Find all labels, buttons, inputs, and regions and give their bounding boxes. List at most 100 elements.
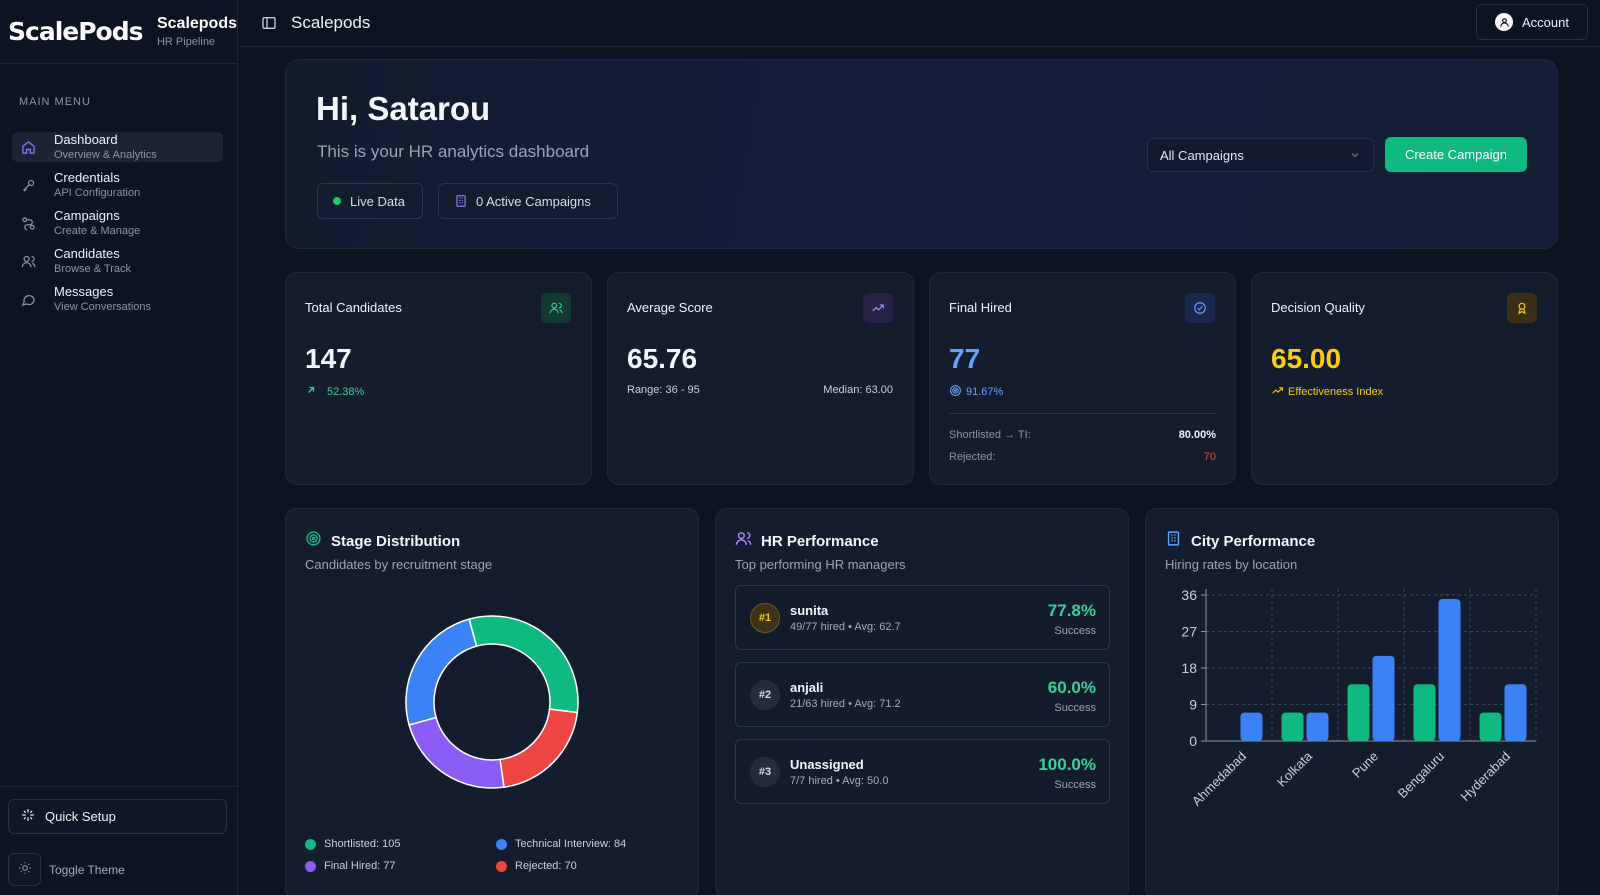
- trending-up-icon: [863, 293, 893, 323]
- target-icon: [305, 530, 322, 552]
- bar-bengaluru-blue[interactable]: [1438, 599, 1461, 741]
- live-dot-icon: [333, 197, 341, 205]
- hr-row[interactable]: #3 Unassigned 7/7 hired • Avg: 50.0 100.…: [735, 739, 1110, 804]
- topbar: Scalepods Account: [239, 0, 1600, 47]
- bar-bengaluru-green[interactable]: [1413, 684, 1436, 741]
- rank-badge: #2: [750, 680, 780, 710]
- stat-title: Decision Quality: [1271, 300, 1365, 315]
- rejected-label: Rejected:: [949, 451, 996, 463]
- stat-title: Total Candidates: [305, 300, 402, 315]
- hr-success-label: Success: [1054, 702, 1096, 714]
- sidebar-toggle-icon[interactable]: [261, 15, 277, 31]
- city-performance-panel: City Performance Hiring rates by locatio…: [1145, 508, 1559, 895]
- quick-setup-button[interactable]: Quick Setup: [8, 799, 227, 834]
- campaign-select[interactable]: All Campaigns: [1147, 138, 1374, 172]
- sidebar-item-sub: Create & Manage: [54, 225, 141, 238]
- hr-success-rate: 100.0%: [1038, 755, 1096, 774]
- hr-success-label: Success: [1054, 625, 1096, 637]
- stat-value: 77: [949, 343, 981, 374]
- sidebar-item-label: Dashboard: [54, 131, 118, 147]
- hr-row[interactable]: #2 anjali 21/63 hired • Avg: 71.2 60.0% …: [735, 662, 1110, 727]
- bar-kolkata-blue[interactable]: [1306, 712, 1329, 741]
- x-tick-label: Kolkata: [1274, 748, 1316, 790]
- donut-slice-final-hired[interactable]: [408, 716, 505, 789]
- stat-value: 65.76: [627, 343, 698, 374]
- bar-ahmedabad-blue[interactable]: [1240, 712, 1263, 741]
- route-icon: [20, 215, 36, 231]
- sidebar-item-dashboard[interactable]: Dashboard Overview & Analytics: [12, 132, 223, 162]
- users-icon: [20, 253, 36, 269]
- average-score-card: Average Score 65.76 Range: 36 - 95 Media…: [607, 272, 914, 485]
- donut-slice-shortlisted[interactable]: [468, 615, 579, 714]
- brand[interactable]: ScalePods Scalepods HR Pipeline: [0, 0, 237, 64]
- sidebar-item-label: Candidates: [54, 245, 120, 261]
- hr-row[interactable]: #1 sunita 49/77 hired • Avg: 62.7 77.8% …: [735, 585, 1110, 650]
- donut-slice-rejected[interactable]: [499, 708, 579, 789]
- brand-name: Scalepods: [156, 15, 237, 32]
- legend-label: Final Hired: 77: [324, 860, 396, 872]
- brand-subtitle: HR Pipeline: [156, 36, 216, 48]
- building-icon: [454, 194, 468, 208]
- y-tick-label: 18: [1181, 660, 1197, 676]
- sidebar-item-campaigns[interactable]: Campaigns Create & Manage: [12, 208, 223, 238]
- chevron-down-icon: [1349, 149, 1361, 161]
- key-icon: [20, 177, 36, 193]
- hr-success-rate: 77.8%: [1047, 601, 1096, 620]
- brand-logo: ScalePods: [8, 17, 143, 46]
- legend-item: Technical Interview: 84: [496, 838, 626, 850]
- sidebar-item-sub: View Conversations: [54, 301, 152, 314]
- hr-meta: 49/77 hired • Avg: 62.7: [790, 621, 901, 633]
- stat-value: 65.00: [1271, 343, 1342, 374]
- sidebar-item-messages[interactable]: Messages View Conversations: [12, 284, 223, 314]
- score-range: Range: 36 - 95: [627, 384, 700, 396]
- rejected-row: Rejected: 70: [949, 451, 1216, 463]
- legend-label: Shortlisted: 105: [324, 838, 401, 850]
- active-campaigns-label: 0 Active Campaigns: [476, 193, 591, 209]
- hr-performance-panel: HR Performance Top performing HR manager…: [715, 508, 1129, 895]
- legend-label: Rejected: 70: [515, 860, 577, 872]
- panel-title: City Performance: [1191, 532, 1316, 550]
- active-campaigns-badge: 0 Active Campaigns: [438, 183, 618, 219]
- donut-svg: [405, 615, 579, 789]
- shortlisted-row: Shortlisted → TI: 80.00%: [949, 429, 1216, 441]
- create-campaign-button[interactable]: Create Campaign: [1385, 137, 1527, 172]
- brand-text: Scalepods HR Pipeline: [157, 15, 237, 48]
- bar-kolkata-green[interactable]: [1281, 712, 1304, 741]
- donut-slice-technical-interview[interactable]: [405, 618, 478, 726]
- divider: [949, 413, 1216, 414]
- hire-rate: 91.67%: [949, 384, 1003, 400]
- stat-title: Final Hired: [949, 300, 1012, 315]
- bar-pune-blue[interactable]: [1372, 655, 1395, 741]
- hr-meta: 21/63 hired • Avg: 71.2: [790, 698, 901, 710]
- toggle-theme-button[interactable]: [8, 853, 41, 886]
- campaign-select-value: All Campaigns: [1160, 147, 1244, 163]
- hr-success-rate: 60.0%: [1047, 678, 1096, 697]
- x-tick-label: Pune: [1349, 749, 1381, 781]
- bar-pune-green[interactable]: [1347, 684, 1370, 741]
- bar-hyderabad-blue[interactable]: [1504, 684, 1527, 741]
- account-button[interactable]: Account: [1476, 4, 1588, 40]
- main-menu: Dashboard Overview & Analytics Credentia…: [12, 132, 223, 322]
- hire-rate-value: 91.67%: [966, 386, 1004, 398]
- bar-hyderabad-green[interactable]: [1479, 712, 1502, 741]
- stat-value: 147: [305, 343, 352, 374]
- y-tick-label: 0: [1189, 733, 1197, 749]
- total-candidates-card: Total Candidates 147 52.38%: [285, 272, 592, 485]
- sidebar-item-sub: Overview & Analytics: [54, 149, 157, 162]
- x-tick-label: Hyderabad: [1458, 749, 1514, 805]
- sidebar-item-credentials[interactable]: Credentials API Configuration: [12, 170, 223, 200]
- sidebar: ScalePods Scalepods HR Pipeline MAIN MEN…: [0, 0, 238, 895]
- welcome-banner: Hi, Satarou This is your HR analytics da…: [285, 59, 1558, 249]
- live-data-badge: Live Data: [317, 183, 423, 219]
- sidebar-item-candidates[interactable]: Candidates Browse & Track: [12, 246, 223, 276]
- page-title: Scalepods: [291, 13, 371, 32]
- legend-dot: [305, 838, 316, 850]
- message-icon: [20, 291, 36, 307]
- effectiveness-note: Effectiveness Index: [1271, 384, 1383, 400]
- toggle-theme-label: Toggle Theme: [49, 862, 125, 877]
- rank-badge: #3: [750, 757, 780, 787]
- sun-icon: [18, 861, 32, 878]
- shortlisted-label: Shortlisted → TI:: [949, 429, 1031, 441]
- quick-setup-label: Quick Setup: [45, 809, 116, 824]
- rank-badge: #1: [750, 603, 780, 633]
